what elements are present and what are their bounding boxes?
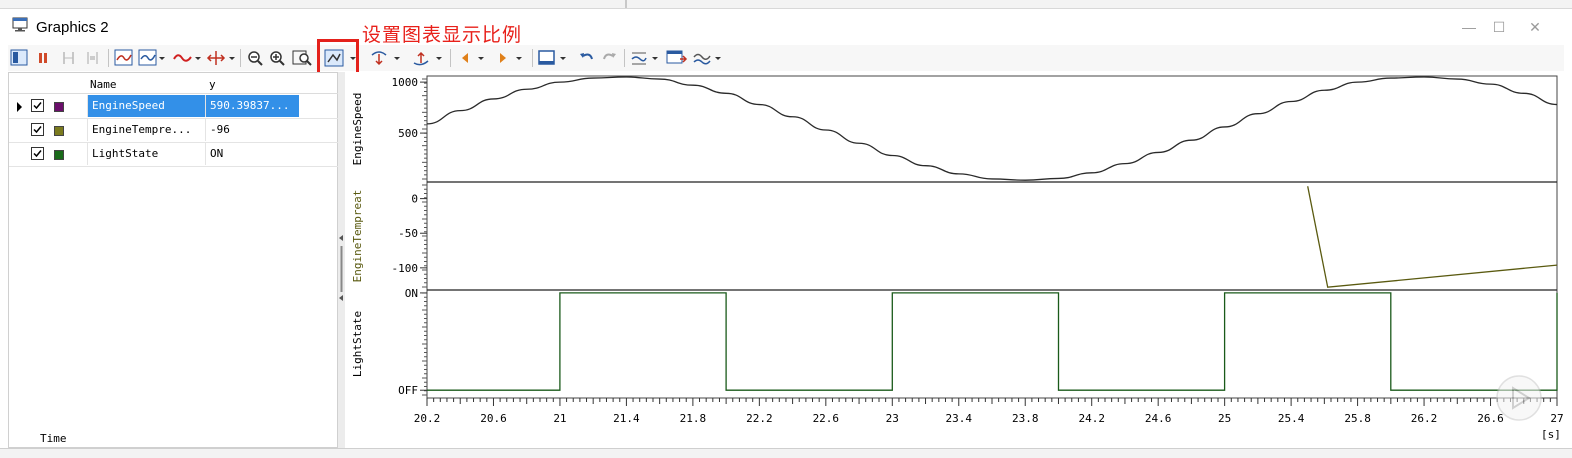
measure-cursor-icon[interactable]: [60, 49, 78, 67]
x-tick-label: 22.2: [746, 412, 773, 425]
signal-layout-2-icon[interactable]: [138, 49, 166, 67]
top-strip: [0, 0, 1572, 9]
top-strip-divider: [625, 0, 627, 8]
window-layout-icon[interactable]: [538, 49, 570, 67]
signal-visible-checkbox[interactable]: [31, 99, 44, 112]
current-row-indicator-icon: [17, 102, 22, 112]
signal-color-swatch[interactable]: [54, 126, 64, 136]
zoom-out-icon[interactable]: [246, 49, 266, 67]
maximize-button[interactable]: ☐: [1492, 19, 1506, 35]
y-tick-label: -50: [398, 227, 418, 240]
y-tick-label: -100: [392, 262, 419, 275]
legend-icon[interactable]: [630, 49, 662, 67]
window-title: Graphics 2: [36, 19, 109, 36]
signal-row-enginetemperature[interactable]: EngineTempre... -96: [9, 119, 339, 143]
x-tick-label: 24.6: [1145, 412, 1172, 425]
x-tick-label: 21.4: [613, 412, 640, 425]
y-tick-label: ON: [405, 287, 418, 300]
pause-icon[interactable]: [36, 49, 50, 67]
y-tick-label: 0: [411, 193, 418, 206]
plot-frame: [426, 75, 1558, 399]
signal-list-panel: Name y EngineSpeed 590.39837... EngineTe…: [8, 72, 339, 448]
title-bar: Graphics 2 — ☐ ✕: [0, 9, 1572, 45]
step-forward-icon[interactable]: [494, 49, 526, 67]
step-back-icon[interactable]: [456, 49, 488, 67]
y-axis-label: EngineTempreat: [351, 190, 364, 283]
series-line-lightstate[interactable]: [427, 292, 1558, 391]
layout-icon[interactable]: [10, 49, 30, 67]
x-tick-label: 21: [553, 412, 566, 425]
trend-icon[interactable]: [692, 49, 724, 67]
close-button[interactable]: ✕: [1529, 19, 1541, 35]
x-tick-label: 26.2: [1411, 412, 1438, 425]
graphics-window-icon: [12, 17, 28, 32]
zoom-fit-icon[interactable]: [292, 49, 314, 67]
video-play-glyph: [1512, 386, 1531, 410]
x-tick-label: 24.2: [1078, 412, 1105, 425]
annotation-label: 设置图表显示比例: [362, 24, 523, 46]
y-axis-label: EngineSpeed: [351, 93, 364, 166]
video-play-icon[interactable]: [1496, 375, 1542, 421]
zoom-in-icon[interactable]: [268, 49, 288, 67]
check-icon: [33, 126, 42, 134]
time-label: Time: [40, 432, 67, 445]
x-axis-unit: [s]: [1541, 428, 1561, 441]
column-header-name[interactable]: Name: [90, 78, 117, 91]
undo-icon[interactable]: [578, 49, 596, 67]
signal-color-swatch[interactable]: [54, 150, 64, 160]
chart-area[interactable]: EngineSpeed 1000 500 EngineTempreat 0 -50 -100…: [345, 72, 1565, 448]
video-play-glyph: [1496, 375, 1542, 421]
signal-visible-checkbox[interactable]: [31, 147, 44, 160]
y-axis-label: LightState: [351, 311, 364, 377]
signal-name-cell[interactable]: EngineSpeed: [87, 95, 205, 117]
signal-row-lightstate[interactable]: LightState ON: [9, 143, 339, 167]
x-tick-label: 23.8: [1012, 412, 1039, 425]
axis-fit-icon[interactable]: [206, 49, 236, 67]
signal-layout-icon[interactable]: [114, 49, 134, 67]
export-icon[interactable]: [666, 49, 690, 67]
panel-splitter[interactable]: [338, 72, 345, 448]
signal-visible-checkbox[interactable]: [31, 123, 44, 136]
column-header-value[interactable]: y: [209, 78, 216, 91]
x-tick-label: 23: [886, 412, 899, 425]
signal-value-cell: 590.39837...: [205, 95, 299, 117]
signal-value-cell: ON: [205, 143, 299, 165]
signal-name-cell[interactable]: EngineTempre...: [87, 119, 205, 141]
x-tick-label: 25: [1218, 412, 1231, 425]
redo-icon[interactable]: [600, 49, 618, 67]
y-tick-label: OFF: [398, 384, 418, 397]
marker-down-icon[interactable]: [370, 49, 402, 67]
series-line-enginespeed[interactable]: [426, 76, 1558, 181]
splitter-grip-icon: [339, 235, 343, 301]
minimize-button[interactable]: —: [1462, 19, 1476, 35]
x-tick-label: 25.4: [1278, 412, 1305, 425]
series-line-enginetempreat[interactable]: [1307, 186, 1558, 288]
signal-name-cell[interactable]: LightState: [87, 143, 205, 165]
x-tick-label: 25.8: [1344, 412, 1371, 425]
signal-value-cell: -96: [205, 119, 299, 141]
signal-table-header: Name y: [9, 75, 339, 94]
status-bar: [0, 448, 1572, 458]
x-tick-label: 26.6: [1477, 412, 1504, 425]
y-tick-label: 1000: [392, 76, 419, 89]
scale-settings-icon[interactable]: [324, 49, 358, 67]
measure-cursor-2-icon[interactable]: [84, 49, 102, 67]
line-style-icon[interactable]: [172, 49, 202, 67]
x-tick-label: 20.2: [414, 412, 441, 425]
marker-up-icon[interactable]: [412, 49, 444, 67]
x-tick-label: 27: [1550, 412, 1563, 425]
x-tick-label: 22.6: [813, 412, 840, 425]
check-icon: [33, 102, 42, 110]
toolbar: [8, 45, 1564, 71]
x-tick-label: 20.6: [480, 412, 507, 425]
check-icon: [33, 150, 42, 158]
x-tick-label: 23.4: [946, 412, 973, 425]
y-tick-label: 500: [398, 127, 418, 140]
signal-row-enginespeed[interactable]: EngineSpeed 590.39837...: [9, 95, 339, 119]
x-tick-label: 21.8: [680, 412, 707, 425]
signal-color-swatch[interactable]: [54, 102, 64, 112]
